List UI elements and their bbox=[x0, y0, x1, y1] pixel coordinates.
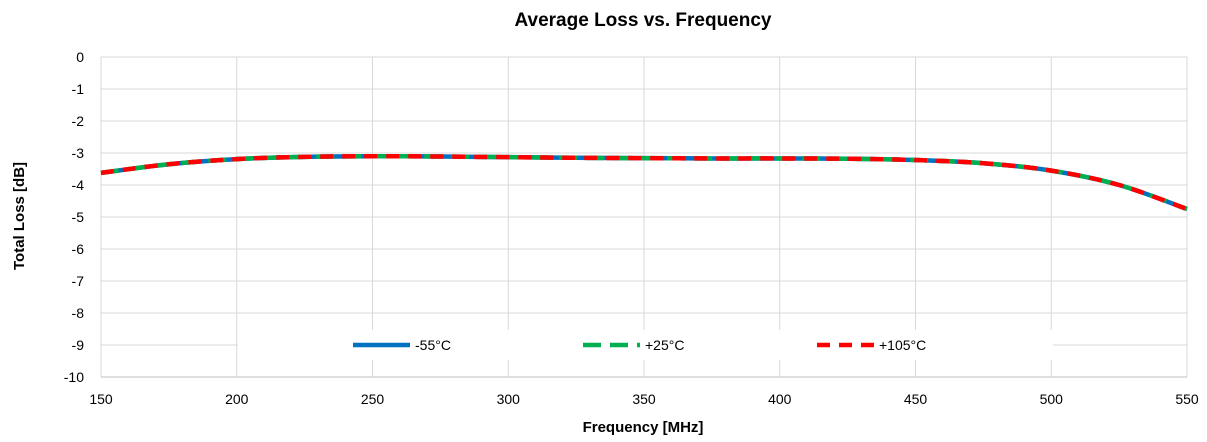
y-tick-label: -4 bbox=[72, 177, 85, 193]
y-tick-label: -2 bbox=[72, 113, 85, 129]
y-tick-label: -1 bbox=[72, 81, 85, 97]
x-tick-label: 500 bbox=[1040, 391, 1064, 407]
y-tick-label: -9 bbox=[72, 337, 85, 353]
legend-label-2: +105°C bbox=[879, 337, 926, 353]
x-tick-label: 550 bbox=[1175, 391, 1199, 407]
x-tick-label: 150 bbox=[89, 391, 113, 407]
y-axis-ticks: 0 -1 -2 -3 -4 -5 -6 -7 -8 -9 -10 bbox=[64, 49, 84, 385]
y-tick-label: -5 bbox=[72, 209, 85, 225]
y-tick-label: -3 bbox=[72, 145, 85, 161]
x-tick-label: 350 bbox=[632, 391, 656, 407]
x-axis-title: Frequency [MHz] bbox=[583, 419, 704, 436]
chart-title: Average Loss vs. Frequency bbox=[515, 10, 772, 31]
legend-label-1: +25°C bbox=[645, 337, 684, 353]
grid bbox=[100, 56, 1188, 378]
x-tick-label: 250 bbox=[361, 391, 385, 407]
x-tick-label: 200 bbox=[225, 391, 249, 407]
x-axis-ticks: 150 200 250 300 350 400 450 500 550 bbox=[89, 391, 1199, 407]
series-lines bbox=[100, 153, 1188, 212]
legend-label-0: -55°C bbox=[415, 337, 451, 353]
y-tick-label: -6 bbox=[72, 241, 85, 257]
x-tick-label: 300 bbox=[497, 391, 521, 407]
y-tick-label: 0 bbox=[76, 49, 84, 65]
series-line-2 bbox=[100, 153, 1188, 212]
x-tick-label: 450 bbox=[904, 391, 928, 407]
y-axis-title: Total Loss [dB] bbox=[11, 162, 28, 270]
y-tick-label: -8 bbox=[72, 305, 85, 321]
y-tick-label: -10 bbox=[64, 369, 84, 385]
x-tick-label: 400 bbox=[768, 391, 792, 407]
y-tick-label: -7 bbox=[72, 273, 85, 289]
legend-entries: -55°C +25°C +105°C bbox=[353, 337, 926, 353]
